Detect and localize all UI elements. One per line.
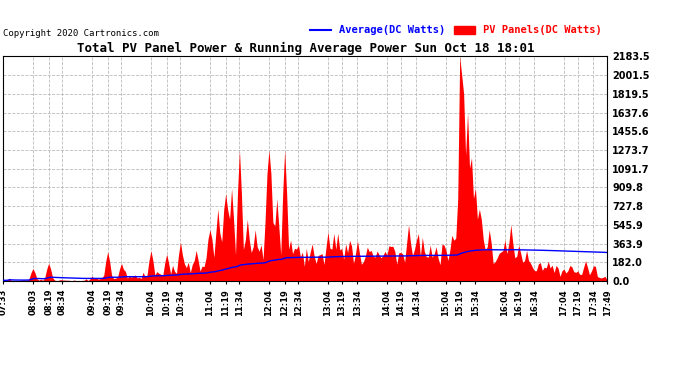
Title: Total PV Panel Power & Running Average Power Sun Oct 18 18:01: Total PV Panel Power & Running Average P… [77, 42, 534, 55]
Text: Copyright 2020 Cartronics.com: Copyright 2020 Cartronics.com [3, 29, 159, 38]
Legend: Average(DC Watts), PV Panels(DC Watts): Average(DC Watts), PV Panels(DC Watts) [310, 26, 602, 36]
